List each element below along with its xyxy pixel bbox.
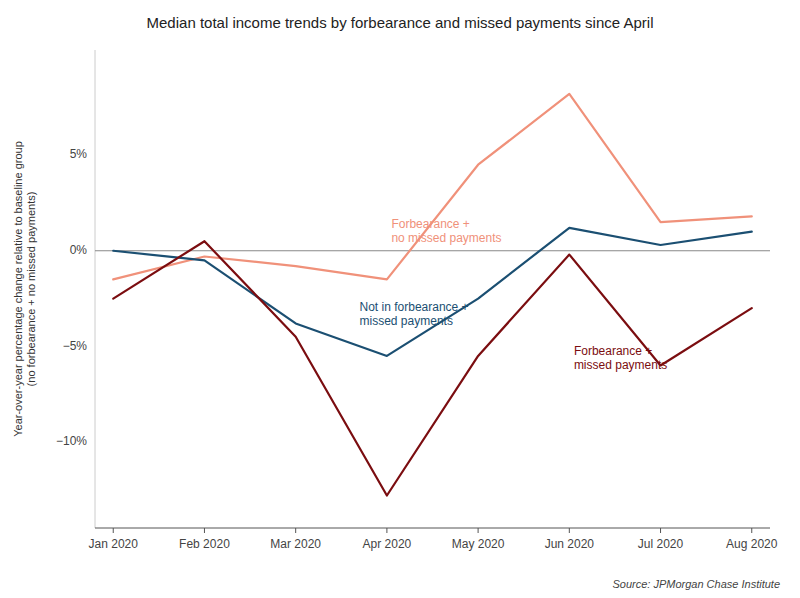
text-line: Forbearance + <box>391 217 469 231</box>
x-tick <box>569 528 570 533</box>
x-tick-label: Mar 2020 <box>270 537 321 551</box>
y-axis-line <box>95 50 96 528</box>
annotation: Forbearance +missed payments <box>574 344 667 372</box>
x-tick <box>386 528 387 533</box>
y-tick-label: −10% <box>56 434 87 448</box>
x-tick <box>204 528 205 533</box>
x-axis-line <box>95 528 770 529</box>
source: Source: JPMorgan Chase Institute <box>612 578 780 590</box>
y-tick-label: −5% <box>63 339 88 353</box>
x-tick-label: Feb 2020 <box>179 537 230 551</box>
x-tick <box>660 528 661 533</box>
text-line: Forbearance + <box>574 344 652 358</box>
series-line <box>113 94 752 279</box>
y-tick-label: 0% <box>70 243 88 257</box>
background <box>0 0 800 598</box>
x-tick <box>751 528 752 533</box>
x-tick-label: May 2020 <box>452 537 505 551</box>
text-line: (no forbearance + no missed payments) <box>25 192 37 387</box>
x-tick <box>478 528 479 533</box>
chart: Median total income trends by forbearanc… <box>0 0 800 598</box>
series-group <box>113 94 752 496</box>
text-line: no missed payments <box>391 231 501 245</box>
text-line: Year-over-year percentage change relativ… <box>12 141 24 437</box>
x-tick-label: Jun 2020 <box>545 537 595 551</box>
x-tick <box>113 528 114 533</box>
zero-line <box>95 250 770 251</box>
text-line: missed payments <box>360 314 453 328</box>
x-tick-label: Jan 2020 <box>89 537 139 551</box>
annotation: Not in forbearance +missed payments <box>360 300 469 328</box>
x-tick <box>295 528 296 533</box>
text-line: Not in forbearance + <box>360 300 469 314</box>
y-tick-label: 5% <box>70 147 88 161</box>
title: Median total income trends by forbearanc… <box>147 14 654 31</box>
x-tick-label: Aug 2020 <box>726 537 778 551</box>
annotation: Forbearance +no missed payments <box>391 217 501 245</box>
y-axis-label: Year-over-year percentage change relativ… <box>12 141 37 437</box>
x-tick-label: Jul 2020 <box>638 537 684 551</box>
text-line: missed payments <box>574 358 667 372</box>
series-line <box>113 241 752 495</box>
x-tick-label: Apr 2020 <box>363 537 412 551</box>
